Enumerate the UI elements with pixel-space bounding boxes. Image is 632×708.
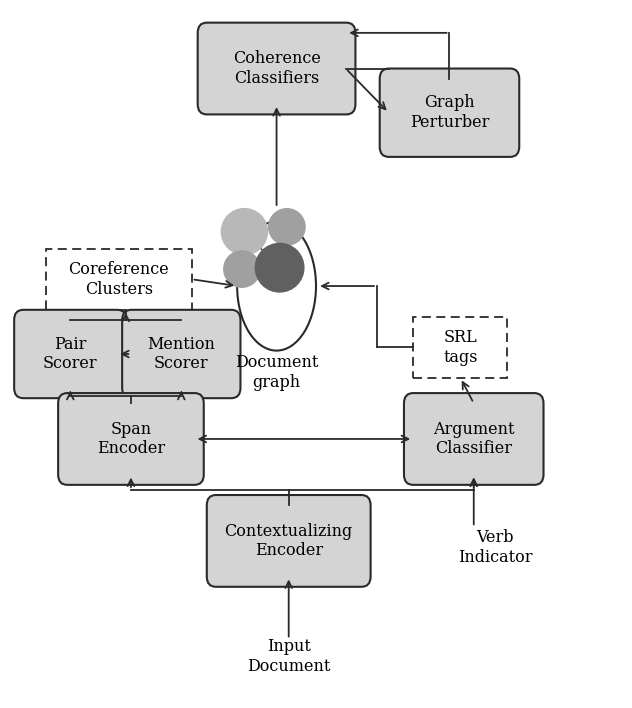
Ellipse shape	[255, 244, 304, 292]
Ellipse shape	[224, 251, 260, 287]
Text: Contextualizing
Encoder: Contextualizing Encoder	[224, 523, 353, 559]
Text: Input
Document: Input Document	[247, 638, 331, 675]
Text: Pair
Scorer: Pair Scorer	[43, 336, 97, 372]
FancyBboxPatch shape	[404, 393, 544, 485]
Text: Coherence
Classifiers: Coherence Classifiers	[233, 50, 320, 87]
FancyBboxPatch shape	[413, 316, 507, 378]
Text: Span
Encoder: Span Encoder	[97, 421, 165, 457]
Ellipse shape	[221, 209, 267, 255]
FancyBboxPatch shape	[46, 249, 191, 310]
Text: Coreference
Clusters: Coreference Clusters	[68, 261, 169, 297]
Ellipse shape	[237, 222, 316, 350]
FancyBboxPatch shape	[58, 393, 204, 485]
FancyBboxPatch shape	[14, 310, 126, 398]
Ellipse shape	[269, 209, 305, 245]
Text: Argument
Classifier: Argument Classifier	[433, 421, 514, 457]
FancyBboxPatch shape	[380, 69, 520, 157]
Text: Mention
Scorer: Mention Scorer	[147, 336, 216, 372]
FancyBboxPatch shape	[207, 495, 370, 587]
FancyBboxPatch shape	[198, 23, 355, 115]
Text: Graph
Perturber: Graph Perturber	[410, 94, 489, 131]
Text: Document
graph: Document graph	[235, 354, 319, 391]
FancyBboxPatch shape	[122, 310, 240, 398]
Text: SRL
tags: SRL tags	[443, 329, 478, 365]
Text: Verb
Indicator: Verb Indicator	[458, 530, 532, 566]
